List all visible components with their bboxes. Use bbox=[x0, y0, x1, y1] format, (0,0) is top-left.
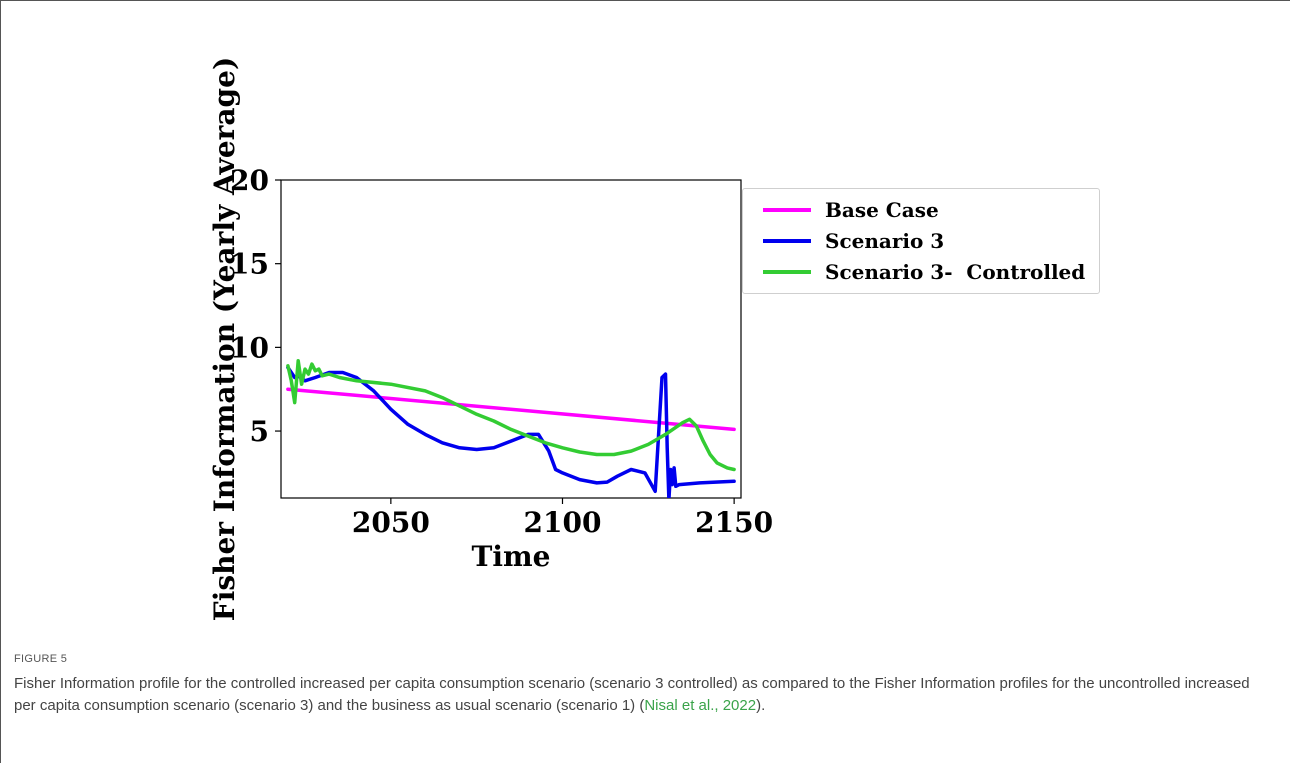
x-tick-label: 2050 bbox=[352, 506, 430, 539]
line-chart: 2050 2100 2150 5 10 15 20 Time Fisher Informat… bbox=[208, 57, 773, 621]
legend-swatch-base-case bbox=[763, 208, 811, 212]
y-axis-label: Fisher Information (Yearly Average) bbox=[208, 57, 241, 621]
y-tick-label: 5 bbox=[250, 415, 269, 448]
series-line-scenario-3 bbox=[286, 365, 736, 498]
caption-body: Fisher Information profile for the contr… bbox=[14, 675, 1250, 714]
x-tick-label: 2100 bbox=[524, 506, 602, 539]
legend-item-scenario-3: Scenario 3 bbox=[743, 226, 944, 256]
figure-caption: Fisher Information profile for the contr… bbox=[14, 673, 1264, 717]
legend-label: Base Case bbox=[825, 198, 939, 222]
plot-axes bbox=[280, 179, 742, 499]
citation-link[interactable]: Nisal et al., 2022 bbox=[644, 697, 757, 714]
legend-label: Scenario 3- Controlled bbox=[825, 260, 1086, 284]
x-axis-label: Time bbox=[472, 540, 551, 573]
y-tick-label: 10 bbox=[230, 331, 269, 364]
figure-label: FIGURE 5 bbox=[14, 653, 68, 665]
legend-swatch-scenario-3 bbox=[763, 239, 811, 243]
legend-label: Scenario 3 bbox=[825, 229, 945, 253]
legend: Base Case Scenario 3 Scenario 3- Control… bbox=[742, 188, 1100, 294]
caption-end: ). bbox=[756, 697, 766, 714]
x-tick-label: 2150 bbox=[695, 506, 773, 539]
series-line-scenario-3-controlled bbox=[286, 359, 736, 472]
legend-item-base-case: Base Case bbox=[743, 195, 939, 225]
y-tick-label: 15 bbox=[230, 248, 269, 281]
plot-area-border bbox=[280, 179, 742, 499]
tick-labels: 2050 2100 2150 5 10 15 20 bbox=[230, 164, 773, 539]
y-tick-label: 20 bbox=[230, 164, 269, 197]
series-lines bbox=[286, 359, 736, 498]
legend-swatch-scenario-3-controlled bbox=[763, 270, 811, 274]
legend-item-scenario-3-controlled: Scenario 3- Controlled bbox=[743, 257, 1085, 287]
